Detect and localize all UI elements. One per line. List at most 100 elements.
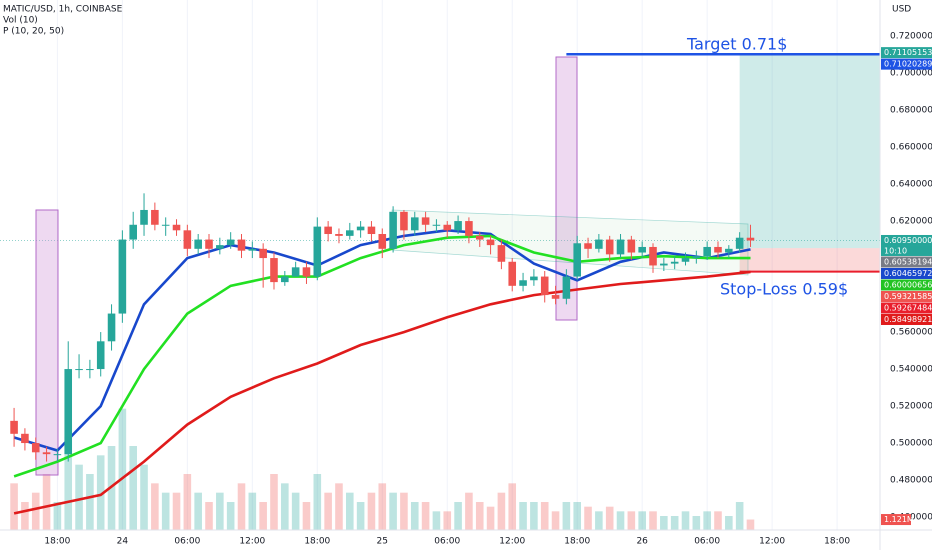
candle-body	[714, 246, 722, 253]
volume-bar	[216, 492, 224, 530]
x-tick-label: 18:00	[44, 537, 70, 547]
volume-bar	[649, 511, 657, 530]
candle-body	[605, 239, 614, 255]
price-tag-label: 0.60538194	[884, 257, 932, 266]
volume-bar	[508, 483, 517, 530]
candle-body	[237, 239, 246, 251]
volume-bar	[129, 446, 137, 530]
volume-bar	[660, 516, 668, 530]
volume-bar	[486, 506, 495, 530]
currency: USD	[892, 5, 911, 15]
candle-body	[64, 369, 73, 455]
candle-body	[475, 235, 484, 240]
volume-bar	[670, 516, 679, 530]
volume-bar	[259, 502, 267, 530]
target-zone	[739, 54, 880, 249]
candle-body	[497, 245, 506, 262]
candle-body	[681, 258, 690, 262]
price-tag	[881, 313, 932, 325]
candle-body	[346, 230, 354, 236]
y-tick-label: 0.54000000	[890, 365, 932, 375]
annotation: Target 0.71$	[686, 35, 787, 54]
candle-body	[118, 239, 127, 314]
volume-bar	[475, 502, 484, 530]
candle-body	[540, 276, 549, 296]
volume-bar	[313, 474, 322, 530]
candle-body	[216, 245, 224, 249]
x-tick-label: 24	[117, 537, 129, 547]
candle-body	[400, 211, 408, 231]
highlight	[35, 209, 59, 476]
price-tag-label: 0.71020289	[884, 60, 932, 69]
price-tag	[881, 47, 932, 59]
x-tick-label: 12:00	[759, 537, 785, 547]
candle-body	[378, 234, 387, 249]
candle-body	[465, 221, 473, 236]
candle-body	[10, 420, 18, 434]
price-tag-label: 0.59267484	[884, 303, 932, 312]
x-tick-label: 06:00	[174, 537, 200, 547]
y-tick-label: 0.70000000	[890, 69, 932, 79]
y-tick-label: 0.50000000	[890, 439, 932, 449]
position	[0, 52, 880, 273]
candle-body	[248, 248, 257, 251]
volume-bar	[226, 502, 235, 530]
volume-bar	[454, 502, 462, 530]
candle-body	[129, 224, 137, 240]
volume-bar	[335, 483, 343, 530]
y-tick-label: 0.66000000	[890, 143, 932, 153]
candle-body	[270, 258, 278, 283]
price-tag-label: 0.59321585	[884, 292, 932, 301]
y-tick-label: 0.48000000	[890, 476, 932, 486]
volume-bar	[118, 408, 127, 530]
candle-body	[562, 276, 571, 299]
candle-body	[638, 246, 646, 253]
volume-bar	[151, 483, 159, 530]
volume-bar	[746, 519, 755, 530]
volume-bar	[172, 492, 181, 530]
candle-body	[226, 239, 235, 246]
x-tick-label: 12:00	[499, 537, 525, 547]
candle-body	[584, 243, 592, 249]
candle-body	[172, 224, 181, 231]
volume-bar	[140, 464, 148, 530]
volume-bar	[519, 502, 527, 530]
volume-bar	[96, 455, 105, 530]
volume-tag	[881, 514, 911, 526]
candle-body	[725, 248, 733, 253]
volume-bar	[291, 492, 300, 530]
volume-bar	[725, 516, 733, 530]
price-tag	[881, 58, 932, 70]
axes: 0.72000000 0.70000000 0.68000000 0.66000000…	[44, 32, 932, 547]
candle-body	[42, 452, 51, 455]
volume-legend: Vol (10)	[3, 16, 38, 26]
volume-bar	[421, 502, 430, 530]
volume-bar	[497, 492, 506, 530]
volume-bar	[31, 492, 40, 530]
candle-body	[508, 261, 517, 286]
candle-body	[281, 276, 289, 283]
candle-body	[432, 224, 441, 226]
price-tag	[881, 234, 932, 246]
candle-body	[703, 246, 711, 257]
volume-bar	[616, 511, 625, 530]
volume-bar	[627, 511, 636, 530]
volume-bar	[584, 506, 592, 530]
price-tag	[881, 290, 932, 302]
candle-body	[194, 239, 202, 249]
candle-body	[410, 217, 419, 231]
volume-bar	[237, 483, 246, 530]
volume-bar	[703, 511, 711, 530]
volume-bar	[465, 492, 473, 530]
volume-bar	[194, 492, 202, 530]
volume-bar	[443, 511, 452, 530]
candle-body	[151, 209, 159, 225]
candle-body	[443, 224, 452, 231]
candle-body	[746, 237, 755, 241]
candle-body	[86, 369, 94, 371]
volume-bar	[367, 492, 376, 530]
y-tick-label: 0.68000000	[890, 106, 932, 116]
volume-bar	[183, 474, 192, 530]
